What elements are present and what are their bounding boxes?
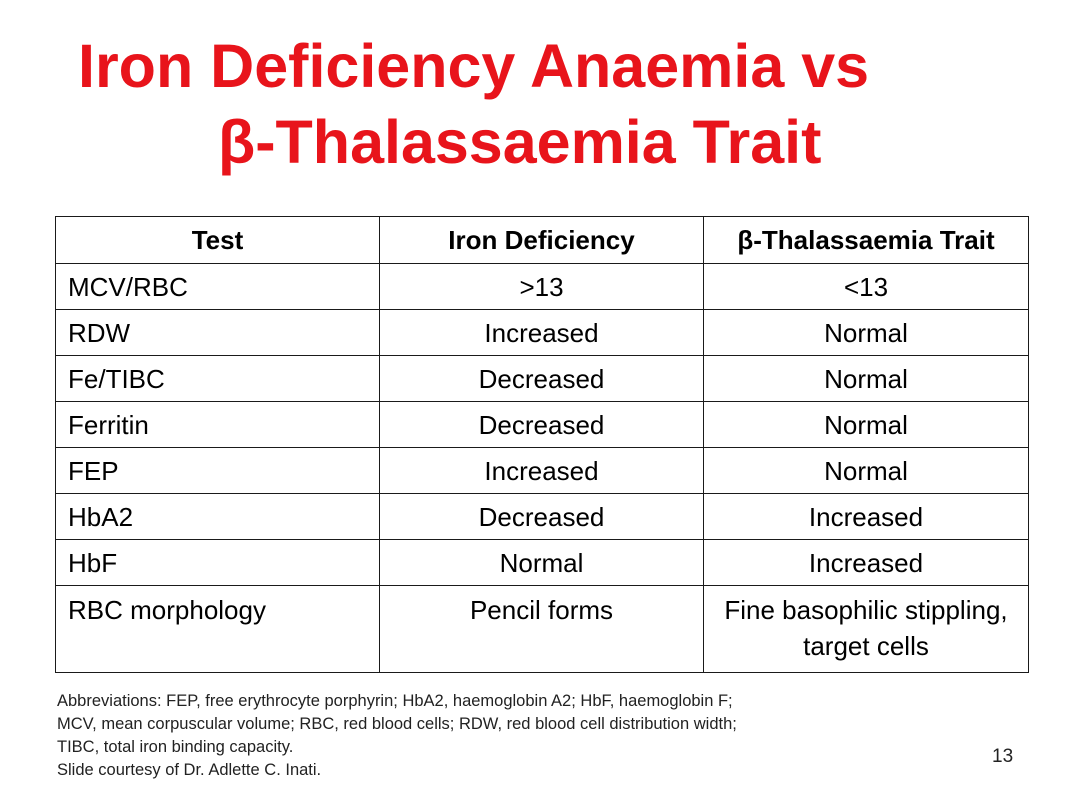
test-name: RDW <box>55 309 380 356</box>
thalassaemia-value: Increased <box>703 493 1029 540</box>
table-row: RDW Increased Normal <box>55 309 1029 356</box>
test-name: MCV/RBC <box>55 263 380 310</box>
footnote-line: Slide courtesy of Dr. Adlette C. Inati. <box>57 761 322 779</box>
thalassaemia-value: Normal <box>703 309 1029 356</box>
thalassaemia-value: Normal <box>703 355 1029 402</box>
slide-title-line-1: Iron Deficiency Anaemia vs <box>78 32 870 100</box>
test-name: Fe/TIBC <box>55 355 380 402</box>
thalassaemia-value: <13 <box>703 263 1029 310</box>
iron-deficiency-value: Increased <box>379 447 704 494</box>
test-name: FEP <box>55 447 380 494</box>
table-row: Ferritin Decreased Normal <box>55 401 1029 448</box>
header-thalassaemia-trait: β-Thalassaemia Trait <box>703 216 1029 264</box>
footnote-line: Abbreviations: FEP, free erythrocyte por… <box>57 692 733 710</box>
thalassaemia-value: Increased <box>703 539 1029 586</box>
table-row: Fe/TIBC Decreased Normal <box>55 355 1029 402</box>
slide-title-line-2: β-Thalassaemia Trait <box>218 108 822 176</box>
table-row: RBC morphology Pencil forms Fine basophi… <box>55 585 1029 673</box>
table-row: MCV/RBC >13 <13 <box>55 263 1029 310</box>
footnotes: Abbreviations: FEP, free erythrocyte por… <box>57 690 957 782</box>
iron-deficiency-value: Decreased <box>379 401 704 448</box>
iron-deficiency-value: Normal <box>379 539 704 586</box>
table-row: FEP Increased Normal <box>55 447 1029 494</box>
test-name: Ferritin <box>55 401 380 448</box>
thalassaemia-value: Fine basophilic stippling, target cells <box>703 585 1029 673</box>
iron-deficiency-value: Pencil forms <box>379 585 704 673</box>
iron-deficiency-value: >13 <box>379 263 704 310</box>
thalassaemia-value: Normal <box>703 447 1029 494</box>
footnote-line: MCV, mean corpuscular volume; RBC, red b… <box>57 715 737 733</box>
test-name: HbF <box>55 539 380 586</box>
table-row: HbF Normal Increased <box>55 539 1029 586</box>
test-name: HbA2 <box>55 493 380 540</box>
iron-deficiency-value: Decreased <box>379 355 704 402</box>
iron-deficiency-value: Increased <box>379 309 704 356</box>
header-test: Test <box>55 216 380 264</box>
test-name: RBC morphology <box>55 585 380 673</box>
comparison-table: Test Iron Deficiency β-Thalassaemia Trai… <box>55 216 1029 673</box>
slide-title: Iron Deficiency Anaemia vs β-Thalassaemi… <box>0 28 1080 180</box>
table-row: HbA2 Decreased Increased <box>55 493 1029 540</box>
page-number: 13 <box>992 746 1014 767</box>
footnote-line: TIBC, total iron binding capacity. <box>57 738 294 756</box>
header-iron-deficiency: Iron Deficiency <box>379 216 704 264</box>
table-header-row: Test Iron Deficiency β-Thalassaemia Trai… <box>55 216 1029 264</box>
thalassaemia-value: Normal <box>703 401 1029 448</box>
iron-deficiency-value: Decreased <box>379 493 704 540</box>
